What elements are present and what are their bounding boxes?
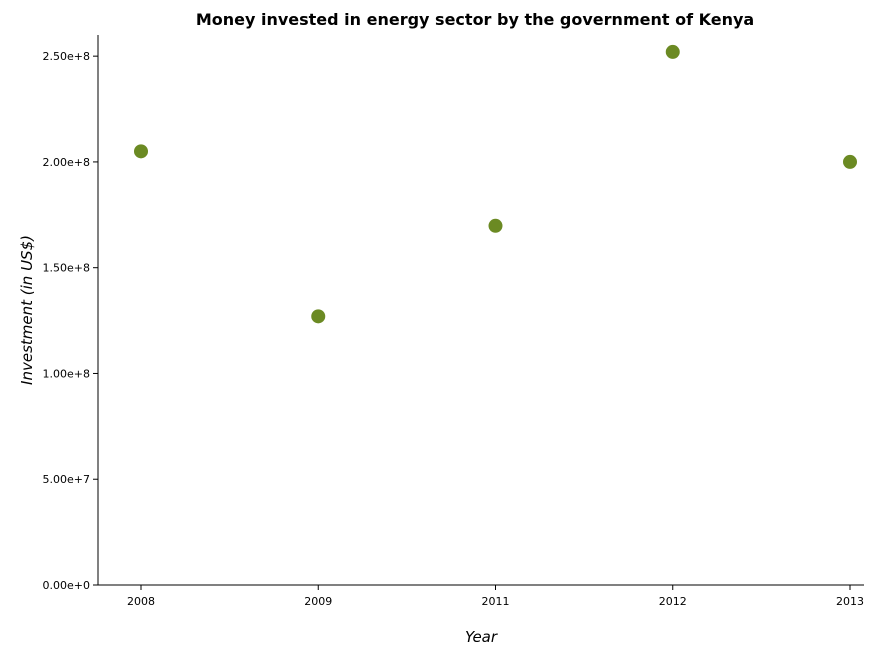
data-point <box>488 218 503 233</box>
x-axis-ticks: 2008 2009 2011 2012 2013 <box>127 585 864 608</box>
x-tick-label: 2013 <box>836 595 864 608</box>
y-axis-ticks: 0.00e+0 5.00e+7 1.00e+8 1.50e+8 2.00e+8 2.50e… <box>43 50 98 592</box>
x-tick-label: 2012 <box>659 595 687 608</box>
data-point <box>311 309 326 324</box>
y-tick-label: 0.00e+0 <box>43 579 90 592</box>
chart-title: Money invested in energy sector by the g… <box>196 10 754 29</box>
y-tick-label: 5.00e+7 <box>43 473 90 486</box>
y-tick-label: 1.00e+8 <box>43 367 90 380</box>
x-tick-label: 2009 <box>304 595 332 608</box>
y-tick-label: 2.00e+8 <box>43 156 90 169</box>
plot-area <box>98 35 864 585</box>
axis-spine <box>97 35 864 586</box>
x-axis-label: Year <box>465 628 498 646</box>
data-points <box>134 44 857 324</box>
y-tick-label: 2.50e+8 <box>43 50 90 63</box>
x-tick-label: 2011 <box>482 595 510 608</box>
data-point <box>134 144 148 159</box>
data-point <box>665 44 680 59</box>
y-tick-label: 1.50e+8 <box>43 262 90 275</box>
data-point <box>843 154 857 169</box>
x-tick-label: 2008 <box>127 595 155 608</box>
y-axis-label: Investment (in US$) <box>18 235 36 385</box>
